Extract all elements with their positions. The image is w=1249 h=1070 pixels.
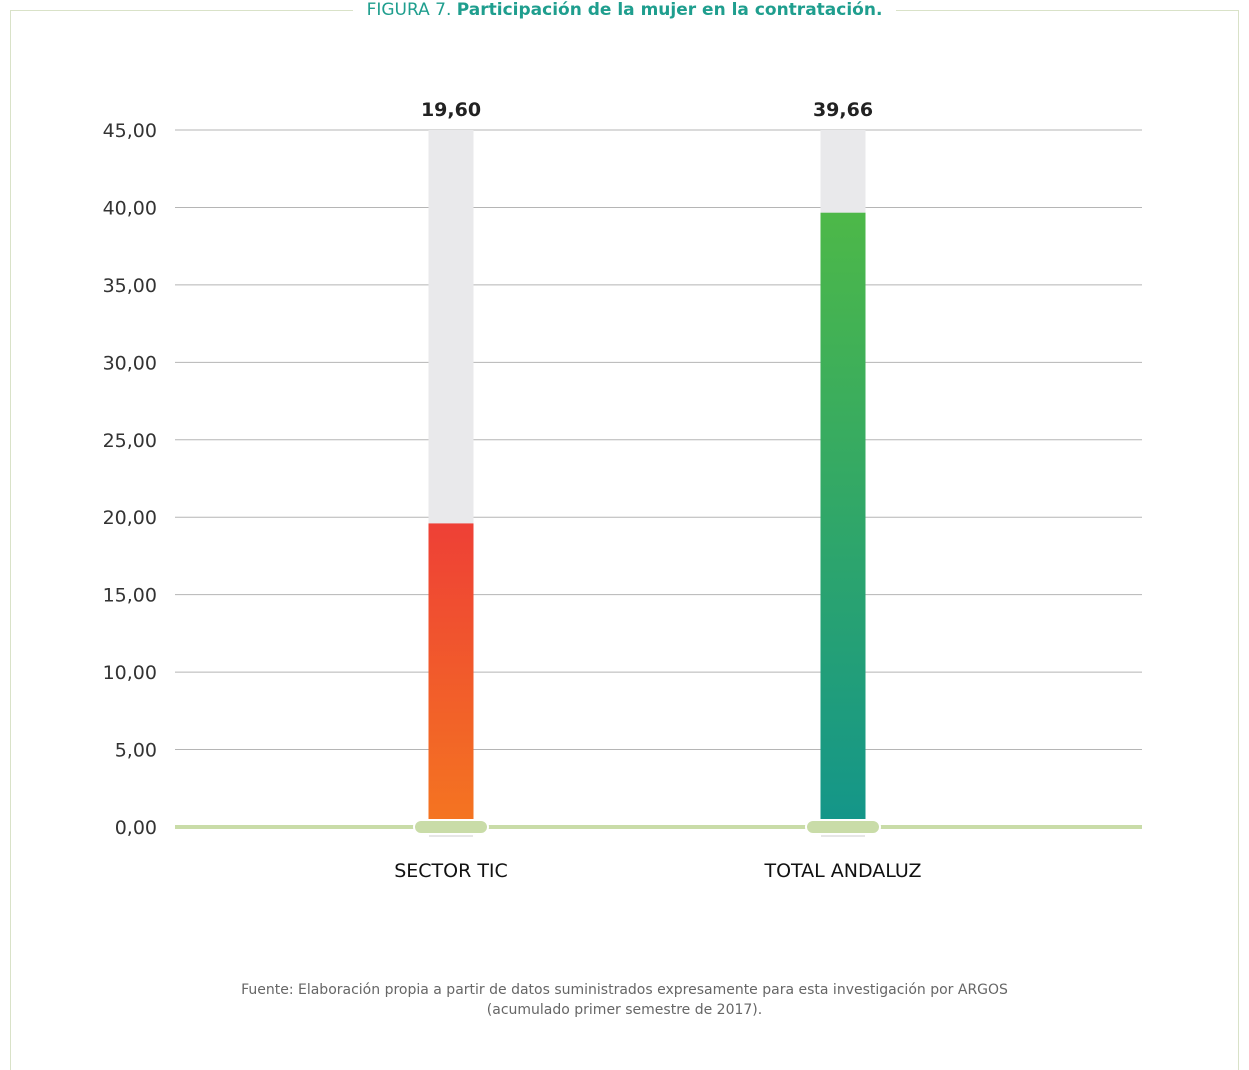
bar-value-label: 19,60 [421,99,481,121]
figure-title-main: Participación de la mujer en la contrata… [456,0,883,20]
y-tick-label: 20,00 [103,507,157,529]
source-line-1: Fuente: Elaboración propia a partir de d… [241,982,1008,998]
figure-title: FIGURA 7. Participación de la mujer en l… [0,0,1249,20]
y-tick-label: 15,00 [103,585,157,607]
y-axis-ticks: 0,00 5,00 10,00 15,00 20,00 25,00 30,00 35,00 40… [103,120,157,839]
y-tick-label: 35,00 [103,275,157,297]
bar-base-cap [805,819,881,835]
y-tick-label: 5,00 [115,740,157,762]
y-tick-label: 45,00 [103,120,157,142]
source-line-2: (acumulado primer semestre de 2017). [486,1002,763,1018]
figure-title-lead: FIGURA 7. [366,0,452,20]
y-tick-label: 0,00 [115,817,157,839]
bar-base-cap [413,819,489,835]
bar-chart: 0,00 5,00 10,00 15,00 20,00 25,00 30,00 35,00 40… [103,99,1142,882]
bar [428,523,474,819]
x-category-label: TOTAL ANDALUZ [763,860,921,882]
labels: 19,60 SECTOR TIC 39,66 TOTAL ANDALUZ [394,99,921,882]
source-note: Fuente: Elaboración propia a partir de d… [0,980,1249,1020]
gridlines [175,129,1142,751]
bar-value-label: 39,66 [813,99,873,121]
y-tick-label: 10,00 [103,662,157,684]
bars [175,130,1142,837]
y-tick-label: 40,00 [103,197,157,219]
y-tick-label: 25,00 [103,430,157,452]
bar [820,212,866,819]
y-tick-label: 30,00 [103,352,157,374]
x-category-label: SECTOR TIC [394,860,508,882]
